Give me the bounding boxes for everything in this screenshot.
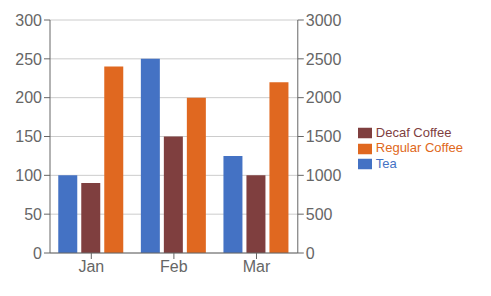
svg-text:1000: 1000 — [306, 167, 342, 184]
svg-text:500: 500 — [306, 206, 333, 223]
svg-text:2000: 2000 — [306, 89, 342, 106]
svg-text:0: 0 — [306, 245, 315, 262]
html-text:Tea: Tea — [375, 155, 397, 171]
svg-text:250: 250 — [15, 51, 42, 68]
svg-text:1500: 1500 — [306, 128, 342, 145]
html-text:Regular Coffee: Regular Coffee — [375, 140, 463, 156]
svg-text:Jan: Jan — [78, 258, 104, 275]
svg-text:Feb: Feb — [160, 258, 188, 275]
svg-text:3000: 3000 — [306, 12, 342, 29]
svg-text:0: 0 — [33, 245, 42, 262]
svg-text:300: 300 — [15, 12, 42, 29]
html-text:Decaf Coffee: Decaf Coffee — [375, 124, 452, 140]
svg-text:100: 100 — [15, 167, 42, 184]
svg-text:Mar: Mar — [243, 258, 271, 275]
svg-text:200: 200 — [15, 89, 42, 106]
svg-text:50: 50 — [24, 206, 42, 223]
svg-text:150: 150 — [15, 128, 42, 145]
svg-text:2500: 2500 — [306, 51, 342, 68]
